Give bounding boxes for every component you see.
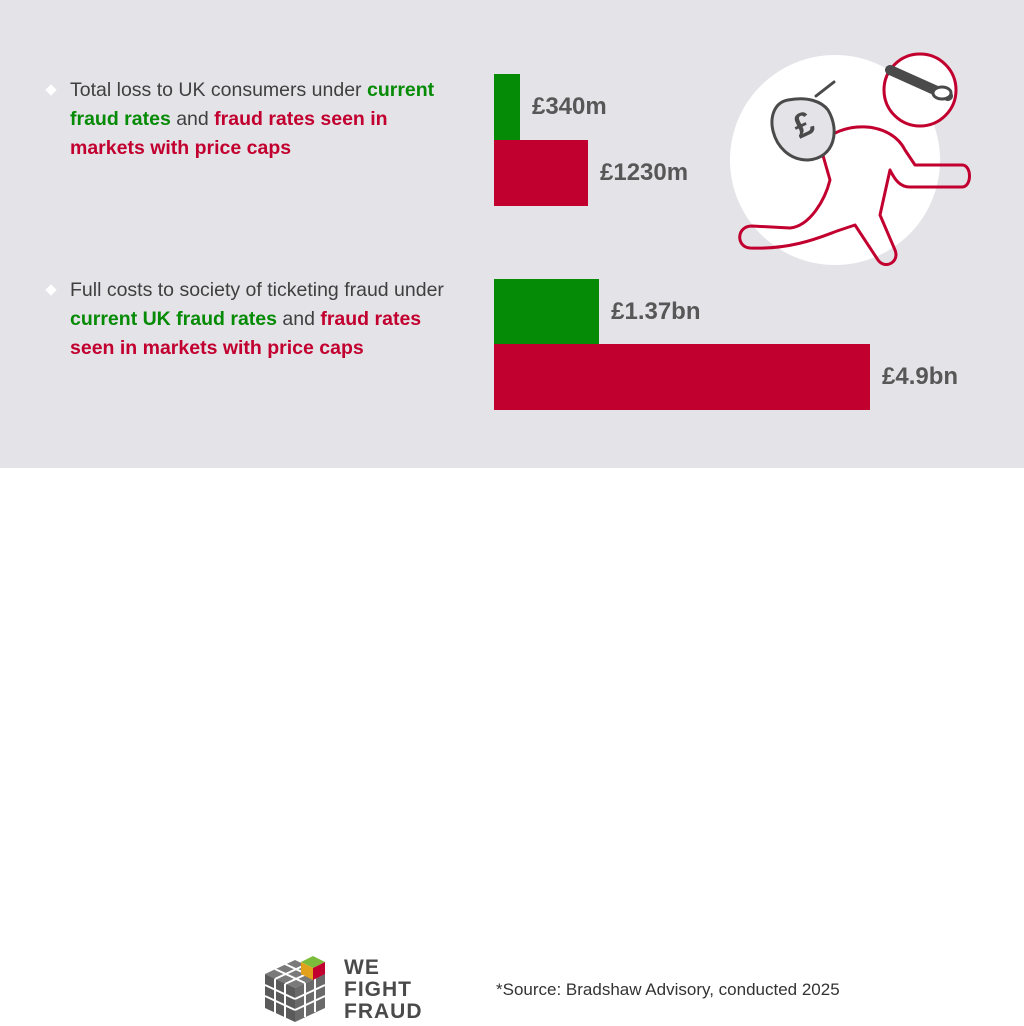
infographic-panel: Total loss to UK consumers under current…: [0, 0, 1024, 468]
stat-1-text-a: Total loss to UK consumers under: [70, 79, 367, 101]
chart-1-value-price-caps: £1230m: [600, 159, 689, 186]
stat-2-text-b: and: [276, 308, 321, 330]
logo-line-3: FRAUD: [344, 1000, 423, 1023]
bullet-diamond-icon: [45, 84, 57, 96]
chart-2-value-price-caps: £4.9bn: [882, 363, 959, 390]
logo-line-2: FIGHT: [344, 978, 412, 1001]
stat-2-red-label: fraud rates seen in markets with price c…: [70, 308, 422, 359]
thief-with-money-bag-icon: £: [730, 52, 971, 266]
logo-line-1: WE: [344, 956, 380, 979]
stat-2-green-label: current UK fraud rates: [70, 308, 277, 330]
footer: WE FIGHT FRAUD *Source: Bradshaw Advisor…: [0, 468, 1024, 1023]
chart-2-bar-current: [494, 279, 600, 345]
chart-2-value-current: £1.37bn: [611, 298, 701, 325]
cube-logo-icon: [264, 956, 326, 1022]
source-note: *Source: Bradshaw Advisory, conducted 20…: [496, 980, 840, 999]
thief-body-outline: [738, 80, 971, 266]
thief-mask-icon: [885, 65, 953, 101]
chart-1-value-current: £340m: [531, 93, 607, 120]
logo-wordmark: WE FIGHT FRAUD: [344, 957, 423, 1023]
stat-description-1: Total loss to UK consumers under current…: [70, 76, 450, 163]
chart-2-bar-price-caps: [494, 344, 870, 410]
stat-description-2: Full costs to society of ticketing fraud…: [70, 276, 450, 363]
chart-1-bar-price-caps: [494, 140, 588, 206]
chart-1-bar-current: [494, 74, 520, 140]
stat-2-text-a: Full costs to society of ticketing fraud…: [70, 279, 444, 301]
stat-1-green-label: current fraud rates: [70, 79, 435, 130]
bullet-diamond-icon: [45, 284, 57, 296]
stat-1-red-label: fraud rates seen in markets with price c…: [70, 108, 388, 159]
stat-1-text-b: and: [170, 108, 215, 130]
